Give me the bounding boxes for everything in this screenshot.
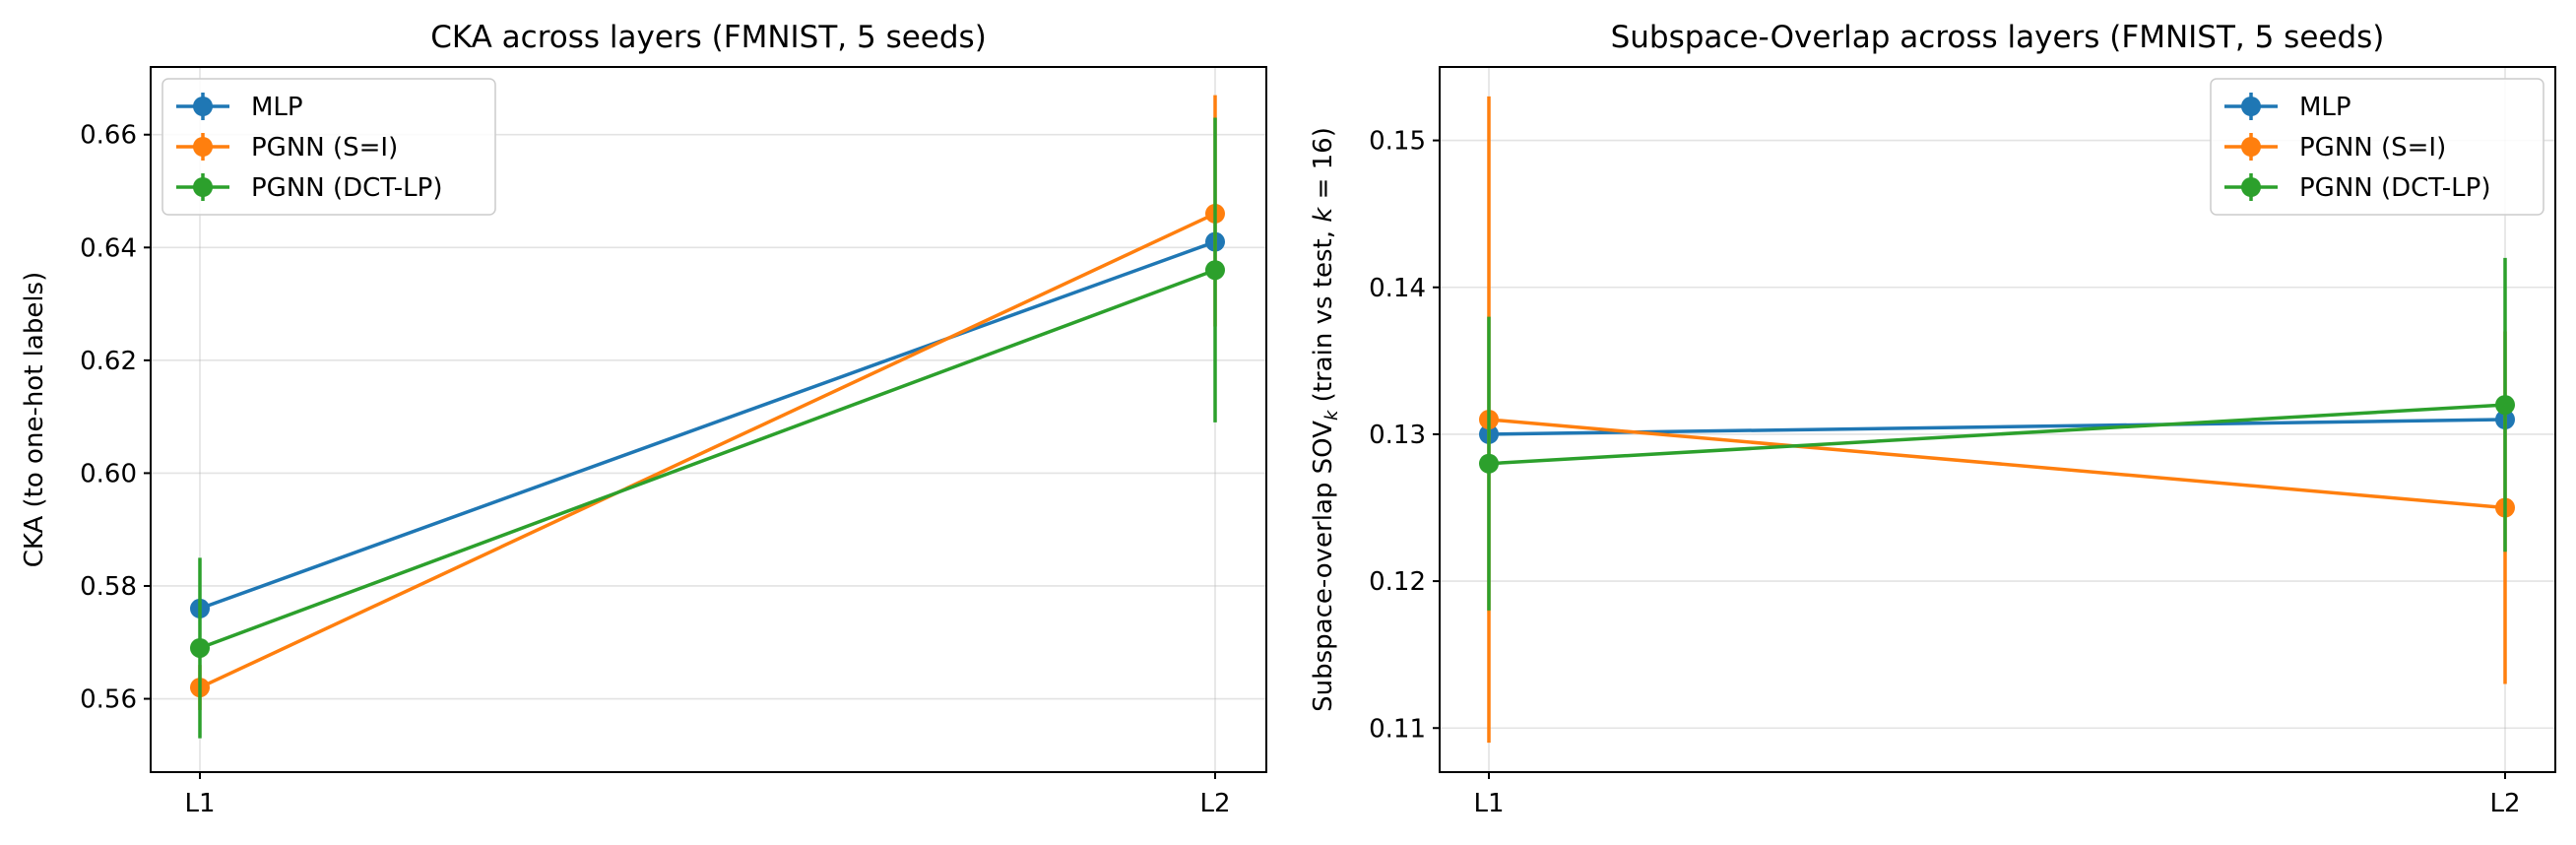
series-pgnn-dct-lp- <box>190 117 1225 739</box>
y-tick-label: 0.56 <box>80 685 137 715</box>
legend-label: MLP <box>2299 93 2351 122</box>
legend-label: PGNN (S=I) <box>2299 133 2446 162</box>
series-line <box>199 268 1216 650</box>
x-tick-label: L1 <box>184 789 215 818</box>
series-mlp <box>190 231 1225 618</box>
chart-title: CKA across layers (FMNIST, 5 seeds) <box>430 20 987 55</box>
series-line <box>199 239 1216 611</box>
chart-title: Subspace-Overlap across layers (FMNIST, … <box>1611 20 2385 55</box>
data-point <box>190 637 210 658</box>
legend: MLP PGNN (S=I) PGNN (DCT-LP) <box>161 78 496 216</box>
x-tick-label: L2 <box>2489 789 2520 818</box>
data-point <box>1205 260 1225 281</box>
series-line <box>199 212 1216 689</box>
legend-marker <box>2241 97 2261 116</box>
chart-panel-2: 0.11 0.12 0.13 0.14 0.15 L1 L2 Subspace-Overlap… <box>1309 20 2556 818</box>
legend-label: MLP <box>251 93 303 122</box>
series-line <box>1488 403 2506 466</box>
legend-frame <box>2210 78 2544 216</box>
y-axis-label: Subspace-overlap SOVk (train vs test, k … <box>1309 127 1342 712</box>
y-tick-label: 0.64 <box>80 233 137 263</box>
legend-label: PGNN (DCT-LP) <box>2299 173 2491 203</box>
y-tick-label: 0.14 <box>1369 274 1426 303</box>
legend-label: PGNN (DCT-LP) <box>251 173 443 203</box>
y-axis-label: CKA (to one-hot labels) <box>20 272 49 568</box>
series-line <box>1488 418 2506 436</box>
legend-item: PGNN (DCT-LP) <box>176 173 443 203</box>
legend-item: PGNN (S=I) <box>2224 133 2446 162</box>
legend-item: MLP <box>2224 93 2351 122</box>
legend-marker <box>2241 137 2261 157</box>
series-pgnn-dct-lp- <box>1479 257 2515 611</box>
legend-item: MLP <box>176 93 303 122</box>
legend-label: PGNN (S=I) <box>251 133 398 162</box>
y-tick-label: 0.13 <box>1369 421 1426 450</box>
axes-frame <box>150 66 1267 773</box>
y-tick-label: 0.66 <box>80 121 137 151</box>
y-tick-label: 0.62 <box>80 347 137 376</box>
legend-item: PGNN (S=I) <box>176 133 398 162</box>
legend: MLP PGNN (S=I) PGNN (DCT-LP) <box>2210 78 2544 216</box>
y-tick-label: 0.58 <box>80 572 137 602</box>
series-line <box>1488 418 2506 510</box>
legend-frame <box>161 78 496 216</box>
legend-marker <box>193 177 213 197</box>
y-tick-label: 0.60 <box>80 459 137 488</box>
data-point <box>2495 395 2515 416</box>
chart-panel-1: 0.56 0.58 0.60 0.62 0.64 0.66 L1 L2 CKA across l… <box>20 20 1267 818</box>
data-point <box>1479 453 1499 474</box>
legend-marker <box>193 97 213 116</box>
y-tick-label: 0.15 <box>1369 127 1426 157</box>
legend-marker <box>2241 177 2261 197</box>
x-tick-label: L1 <box>1473 789 1504 818</box>
axes-frame <box>1439 66 2556 773</box>
x-tick-label: L2 <box>1199 789 1230 818</box>
y-tick-label: 0.12 <box>1369 567 1426 597</box>
y-tick-label: 0.11 <box>1369 714 1426 744</box>
legend-marker <box>193 137 213 157</box>
legend-item: PGNN (DCT-LP) <box>2224 173 2491 203</box>
